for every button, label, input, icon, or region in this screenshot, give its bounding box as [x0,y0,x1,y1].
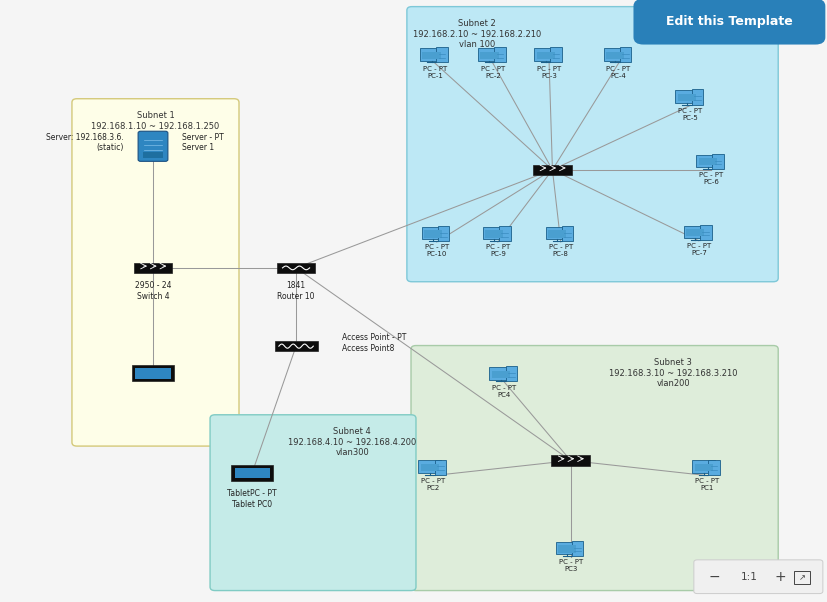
Text: −: − [709,569,720,584]
Text: Server - PT
Server 1: Server - PT Server 1 [182,133,223,152]
FancyBboxPatch shape [421,464,439,471]
Text: 1841
Router 10: 1841 Router 10 [277,281,315,300]
FancyBboxPatch shape [571,541,583,556]
FancyBboxPatch shape [686,229,705,237]
FancyBboxPatch shape [436,47,447,63]
Bar [275,341,318,351]
FancyBboxPatch shape [534,48,557,61]
FancyBboxPatch shape [619,47,631,63]
Text: PC - PT
PC-10: PC - PT PC-10 [424,244,449,258]
Bar [552,456,590,465]
FancyBboxPatch shape [411,346,778,591]
FancyBboxPatch shape [692,461,715,473]
Text: Subnet 4
192.168.4.10 ~ 192.168.4.200
vlan300: Subnet 4 192.168.4.10 ~ 192.168.4.200 vl… [288,427,416,458]
FancyBboxPatch shape [494,47,505,63]
Text: PC - PT
PC-8: PC - PT PC-8 [548,244,573,258]
Text: PC - PT
PC-7: PC - PT PC-7 [686,243,711,256]
Text: PC - PT
PC2: PC - PT PC2 [421,478,446,491]
Bar [533,165,571,175]
Text: 1:1: 1:1 [741,572,758,582]
FancyBboxPatch shape [676,90,699,103]
FancyBboxPatch shape [490,367,513,380]
Text: Access Point - PT
Access Point8: Access Point - PT Access Point8 [342,334,406,353]
Text: Server: 192.168.3.6.
(static): Server: 192.168.3.6. (static) [46,133,124,152]
FancyBboxPatch shape [684,226,707,238]
FancyBboxPatch shape [562,226,573,241]
FancyBboxPatch shape [418,461,442,473]
Text: TabletPC - PT
Tablet PC0: TabletPC - PT Tablet PC0 [227,489,277,509]
FancyBboxPatch shape [480,52,499,59]
Text: PC - PT
PC-4: PC - PT PC-4 [606,66,631,79]
FancyBboxPatch shape [138,131,168,161]
FancyBboxPatch shape [499,226,510,241]
FancyBboxPatch shape [606,52,624,59]
FancyBboxPatch shape [485,231,504,238]
FancyBboxPatch shape [537,52,555,59]
FancyBboxPatch shape [558,545,576,553]
Bar [277,263,315,273]
FancyBboxPatch shape [695,464,713,471]
FancyBboxPatch shape [434,459,446,475]
Text: PC - PT
PC-3: PC - PT PC-3 [537,66,562,79]
Text: 2950 - 24
Switch 4: 2950 - 24 Switch 4 [135,281,171,300]
FancyBboxPatch shape [700,225,711,240]
FancyBboxPatch shape [492,371,510,378]
Text: Edit this Template: Edit this Template [666,15,793,28]
FancyBboxPatch shape [633,0,825,45]
FancyBboxPatch shape [694,560,823,594]
FancyBboxPatch shape [794,571,810,584]
FancyBboxPatch shape [546,227,569,240]
Text: PC - PT
PC-6: PC - PT PC-6 [699,172,724,185]
Text: Subnet 1
192.168.1.10 ~ 192.168.1.250: Subnet 1 192.168.1.10 ~ 192.168.1.250 [91,111,220,131]
FancyBboxPatch shape [422,227,445,240]
FancyBboxPatch shape [407,7,778,282]
Text: Subnet 2
192.168.2.10 ~ 192.168.2.210
vlan 100: Subnet 2 192.168.2.10 ~ 192.168.2.210 vl… [413,19,541,49]
Text: PC - PT
PC-1: PC - PT PC-1 [423,66,447,79]
FancyBboxPatch shape [210,415,416,591]
FancyBboxPatch shape [423,52,441,59]
FancyBboxPatch shape [72,99,239,446]
Text: ↗: ↗ [799,573,805,582]
Bar [134,263,172,273]
Text: PC - PT
PC-2: PC - PT PC-2 [480,66,505,79]
Text: +: + [775,569,786,584]
FancyBboxPatch shape [505,366,517,382]
FancyBboxPatch shape [678,94,696,101]
FancyBboxPatch shape [548,231,566,238]
FancyBboxPatch shape [478,48,501,61]
FancyBboxPatch shape [424,231,442,238]
FancyBboxPatch shape [232,465,273,480]
FancyBboxPatch shape [696,155,719,167]
FancyBboxPatch shape [708,459,719,475]
FancyBboxPatch shape [420,48,443,61]
FancyBboxPatch shape [143,152,163,158]
FancyBboxPatch shape [712,154,724,169]
FancyBboxPatch shape [132,365,174,381]
FancyBboxPatch shape [556,542,579,554]
FancyBboxPatch shape [437,226,449,241]
Text: PC - PT
PC-9: PC - PT PC-9 [485,244,510,258]
FancyBboxPatch shape [691,89,703,105]
Text: PC - PT
PC-5: PC - PT PC-5 [678,108,703,121]
FancyBboxPatch shape [699,158,717,166]
Text: PC - PT
PC3: PC - PT PC3 [558,559,583,573]
FancyBboxPatch shape [136,368,170,379]
Text: Subnet 3
192.168.3.10 ~ 192.168.3.210
vlan200: Subnet 3 192.168.3.10 ~ 192.168.3.210 vl… [609,358,738,388]
Text: PC - PT
PC1: PC - PT PC1 [695,478,719,491]
FancyBboxPatch shape [235,468,270,478]
FancyBboxPatch shape [483,227,506,240]
FancyBboxPatch shape [604,48,627,61]
Text: PC - PT
PC4: PC - PT PC4 [492,385,517,398]
FancyBboxPatch shape [550,47,562,63]
